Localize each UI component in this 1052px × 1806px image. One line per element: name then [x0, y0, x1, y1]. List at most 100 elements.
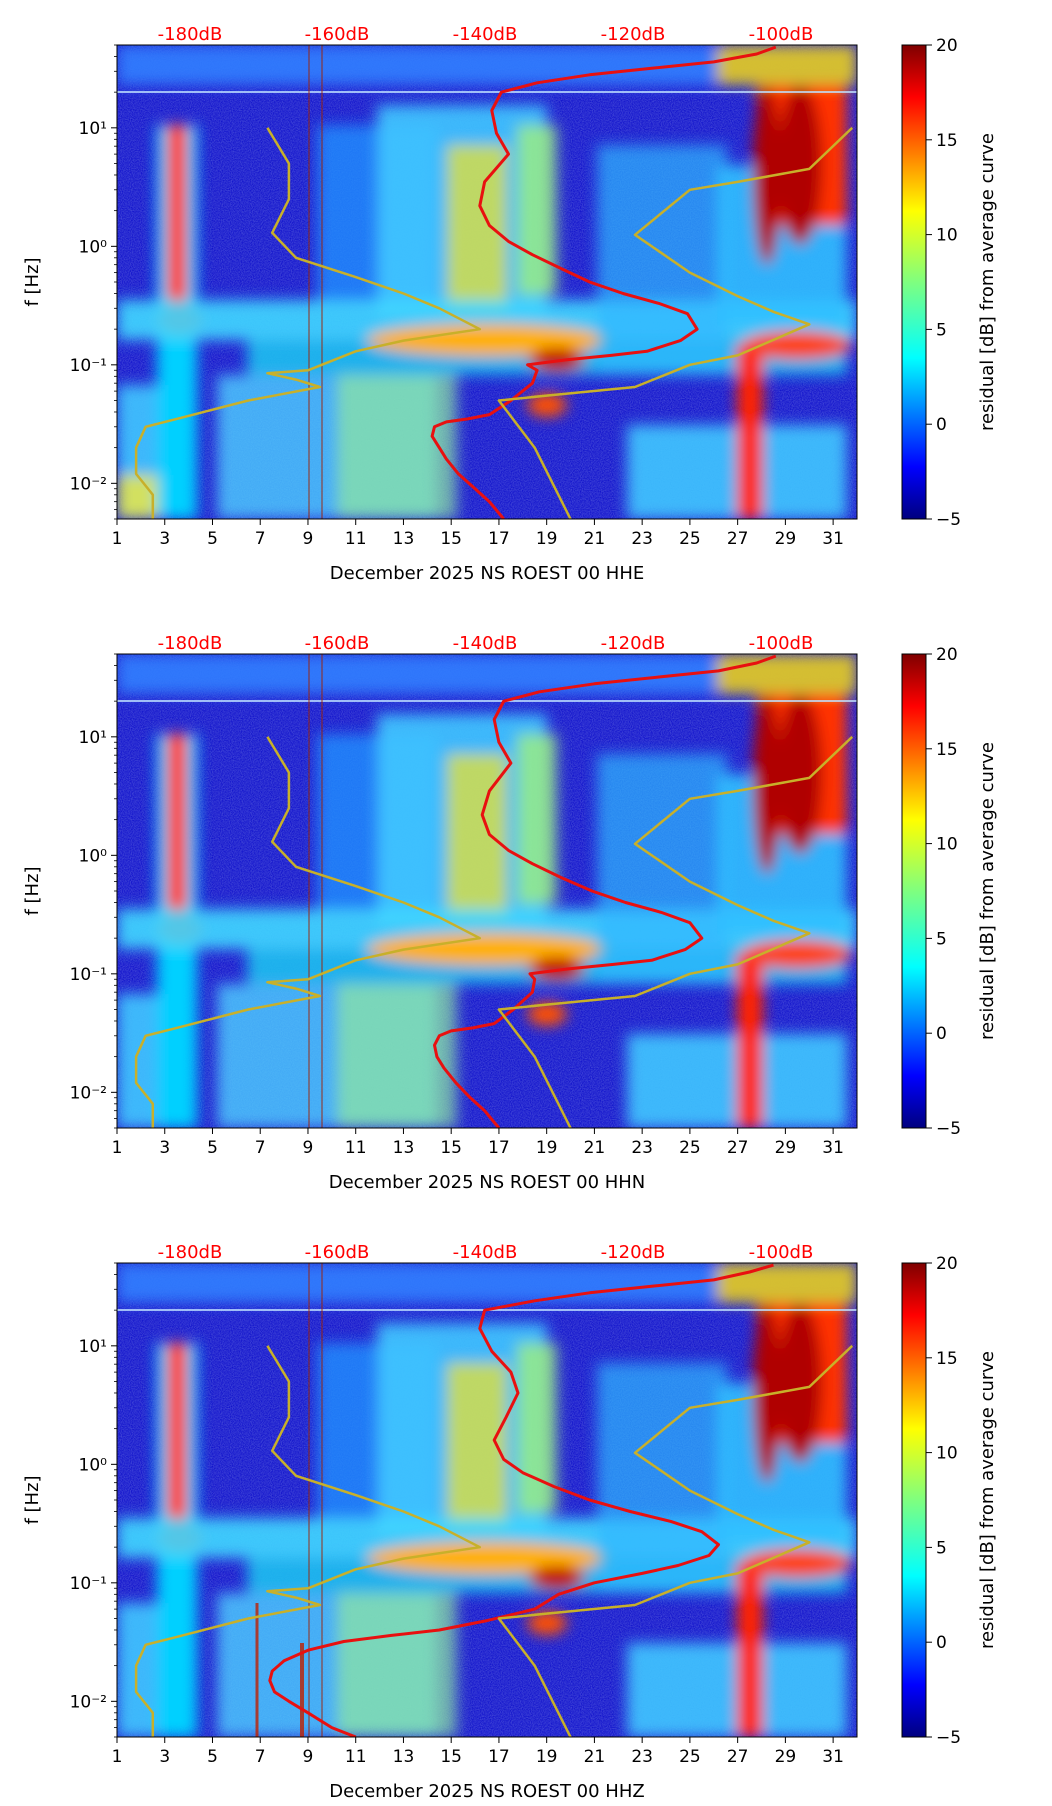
spectrogram-blob	[117, 475, 157, 519]
spectrogram-blob	[753, 694, 781, 874]
colorbar-tick-label: 20	[936, 36, 958, 56]
colorbar-tick-label: 10	[936, 1444, 958, 1464]
spectrogram-blob	[167, 125, 187, 305]
y-tick-label: 10⁰	[79, 237, 108, 257]
spectrogram-blob	[753, 85, 781, 265]
x-tick-label: 19	[536, 1747, 558, 1767]
spectrogram-blob	[517, 1343, 557, 1513]
x-tick-label: 13	[393, 1747, 415, 1767]
colorbar-ticks: −5 0 5 10 15 20	[926, 1254, 961, 1748]
x-tick-label: 5	[207, 1138, 218, 1158]
colorbar-tick-label: 10	[936, 226, 958, 246]
x-tick-label: 21	[584, 1138, 606, 1158]
x-tick-label: 7	[255, 529, 266, 549]
x-tick-label: 3	[159, 529, 170, 549]
colorbar-tick-label: 5	[936, 929, 947, 949]
top-scale-label: -180dB	[158, 633, 223, 654]
noise-curve	[430, 45, 777, 519]
colorbar-label: residual [dB] from average curve	[977, 133, 998, 431]
colorbar-ticks: −5 0 5 10 15 20	[926, 36, 961, 530]
top-scale-label: -120dB	[601, 24, 666, 45]
x-tick-label: 11	[345, 1747, 367, 1767]
series-layer	[134, 654, 854, 1128]
x-tick-label: 29	[775, 1747, 797, 1767]
x-tick-label: 3	[159, 1747, 170, 1767]
noise-curve	[433, 654, 777, 1128]
colorbar	[901, 653, 927, 1129]
spectrogram-blob	[737, 345, 763, 519]
x-tick-label: 23	[631, 1747, 653, 1767]
x-tick-label: 5	[207, 529, 218, 549]
noise-model-curve	[134, 1345, 482, 1737]
spectrogram-blob	[778, 85, 822, 245]
x-tick-label: 23	[631, 529, 653, 549]
spectrogram-blobs	[117, 654, 857, 1128]
y-axis-label: f [Hz]	[22, 257, 43, 306]
colorbar-label: residual [dB] from average curve	[977, 742, 998, 1040]
noise-model-curve	[497, 126, 854, 519]
colorbar-label: residual [dB] from average curve	[977, 1351, 998, 1649]
x-tick-label: 31	[822, 1747, 844, 1767]
colorbar-tick-label: 0	[936, 1633, 947, 1653]
x-tick-label: 19	[536, 529, 558, 549]
top-scale-label: -180dB	[158, 1242, 223, 1263]
x-tick-label: 1	[112, 1747, 123, 1767]
x-tick-label: 1	[112, 1138, 123, 1158]
y-tick-label: 10⁻¹	[70, 356, 107, 376]
x-tick-label: 13	[393, 1138, 415, 1158]
colorbar-ticks: −5 0 5 10 15 20	[926, 645, 961, 1139]
noise-model-curve	[497, 1344, 854, 1737]
spectrogram-blob	[597, 145, 727, 375]
top-scale-label: -160dB	[305, 1242, 370, 1263]
x-tick-label: 11	[345, 529, 367, 549]
panel-3: -180dB -160dB -140dB -120dB -100dB	[22, 1242, 998, 1802]
spectrogram-blob	[517, 734, 557, 904]
spectrogram-blob	[527, 1002, 567, 1026]
spectrogram-blob	[597, 754, 727, 984]
spectrogram-blob	[367, 933, 607, 965]
spectrogram-blob	[337, 1593, 457, 1737]
top-scale-labels: -180dB -160dB -140dB -120dB -100dB	[158, 24, 814, 45]
spectrogram-blob	[337, 984, 457, 1128]
x-tick-label: 17	[488, 1747, 510, 1767]
y-tick-label: 10⁻²	[70, 1692, 107, 1712]
top-scale-label: -100dB	[749, 24, 814, 45]
x-tick-label: 13	[393, 529, 415, 549]
series-layer	[134, 1263, 854, 1737]
spectrogram-plot	[117, 1263, 857, 1737]
noise-curve	[268, 1263, 774, 1737]
x-tick-label: 25	[679, 529, 701, 549]
x-tick-label: 3	[159, 1138, 170, 1158]
spectrogram-blob	[737, 1563, 763, 1737]
spectrogram-blob	[742, 940, 852, 968]
noise-model-curve	[134, 127, 482, 519]
top-scale-label: -100dB	[749, 633, 814, 654]
x-tick-label: 7	[255, 1747, 266, 1767]
noise-model-curve	[134, 736, 482, 1128]
x-tick-label: 29	[775, 529, 797, 549]
y-tick-label: 10⁻¹	[70, 965, 107, 985]
y-tick-label: 10⁰	[79, 846, 108, 866]
top-scale-label: -120dB	[601, 633, 666, 654]
spectrogram-blob	[517, 125, 557, 295]
x-tick-label: 27	[727, 1138, 749, 1158]
x-tick-label: 11	[345, 1138, 367, 1158]
colorbar-tick-label: −5	[936, 510, 961, 530]
series-layer	[134, 45, 854, 519]
spectrogram-blob	[527, 393, 567, 417]
spectrogram-blob	[717, 654, 857, 694]
x-axis-label: December 2025 NS ROEST 00 HHE	[330, 563, 644, 584]
tick-layer: 1 3 5 7 9 11 13 15 17 19 21 23 25 27 29 3110⁻²10⁻¹10⁰10…	[70, 653, 844, 1158]
spectrogram-blob	[447, 145, 507, 315]
spectrogram-plot	[117, 45, 857, 519]
top-scale-label: -160dB	[305, 633, 370, 654]
x-tick-label: 27	[727, 1747, 749, 1767]
x-tick-label: 23	[631, 1138, 653, 1158]
y-tick-label: 10⁰	[79, 1455, 108, 1475]
spectrogram-blob	[527, 1611, 567, 1635]
y-tick-label: 10¹	[79, 1337, 107, 1357]
x-tick-label: 15	[440, 529, 462, 549]
y-tick-label: 10⁻²	[70, 474, 107, 494]
x-tick-label: 9	[303, 529, 314, 549]
